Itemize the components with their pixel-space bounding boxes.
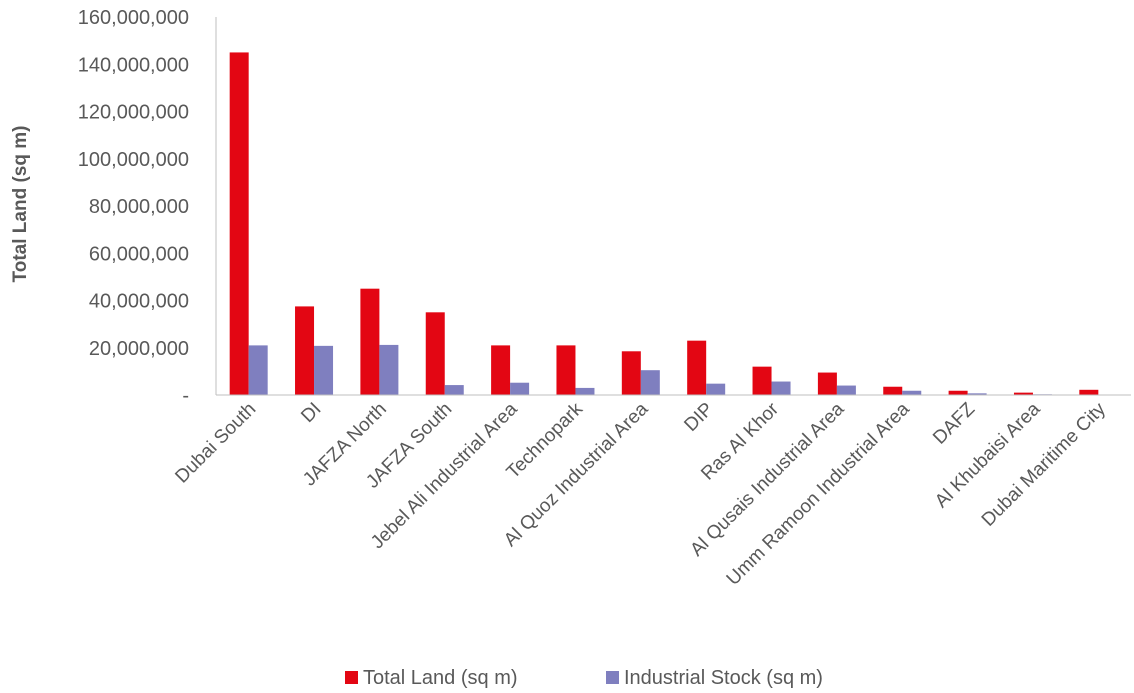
legend-swatch	[345, 671, 358, 684]
bar-industrial-stock	[771, 381, 791, 395]
bar-industrial-stock	[379, 344, 399, 395]
y-tick-label: 120,000,000	[78, 102, 189, 124]
y-tick-label: 100,000,000	[78, 149, 189, 171]
y-tick-label: 60,000,000	[89, 243, 189, 265]
bar-total-land	[491, 345, 511, 395]
x-tick-label: DIP	[680, 399, 717, 436]
y-axis: - 20,000,000 40,000,000 60,000,000 80,000,00…	[78, 7, 217, 407]
bar-total-land	[752, 366, 772, 395]
y-tick-label: 160,000,000	[78, 7, 189, 29]
legend-label: Industrial Stock (sq m)	[624, 667, 823, 689]
bar-total-land	[621, 351, 641, 395]
bar-industrial-stock	[836, 385, 856, 395]
y-tick-label: -	[182, 385, 189, 407]
bar-industrial-stock	[444, 385, 464, 395]
bar-industrial-stock	[575, 387, 595, 395]
bar-industrial-stock	[902, 390, 922, 395]
y-tick-label: 80,000,000	[89, 196, 189, 218]
y-tick-label: 20,000,000	[89, 338, 189, 360]
bars	[229, 52, 1099, 395]
bar-total-land	[687, 340, 707, 395]
bar-total-land	[360, 288, 380, 395]
bar-industrial-stock	[640, 370, 660, 395]
x-tick-label: DI	[297, 399, 325, 427]
bar-total-land	[1079, 389, 1099, 395]
x-tick-label: DAFZ	[929, 398, 979, 448]
bar-total-land	[229, 52, 249, 395]
y-tick-label: 140,000,000	[78, 54, 189, 76]
bar-total-land	[948, 390, 968, 395]
bar-industrial-stock	[314, 345, 334, 395]
legend-swatch	[606, 671, 619, 684]
x-tick-label: Dubai Maritime City	[978, 398, 1110, 530]
legend-label: Total Land (sq m)	[363, 667, 518, 689]
y-tick-label: 40,000,000	[89, 291, 189, 313]
bar-total-land	[1013, 392, 1033, 395]
bar-industrial-stock	[248, 345, 268, 395]
bar-total-land	[556, 345, 576, 395]
bar-industrial-stock	[967, 393, 987, 395]
bar-industrial-stock	[706, 383, 726, 395]
bar-total-land	[817, 372, 837, 395]
legend: Total Land (sq m) Industrial Stock (sq m)	[345, 667, 823, 689]
bar-total-land	[425, 312, 445, 395]
bar-total-land	[883, 386, 903, 395]
y-axis-title: Total Land (sq m)	[10, 126, 31, 283]
x-tick-label: Dubai South	[171, 399, 260, 488]
bar-total-land	[295, 306, 315, 395]
bar-industrial-stock	[510, 382, 530, 395]
